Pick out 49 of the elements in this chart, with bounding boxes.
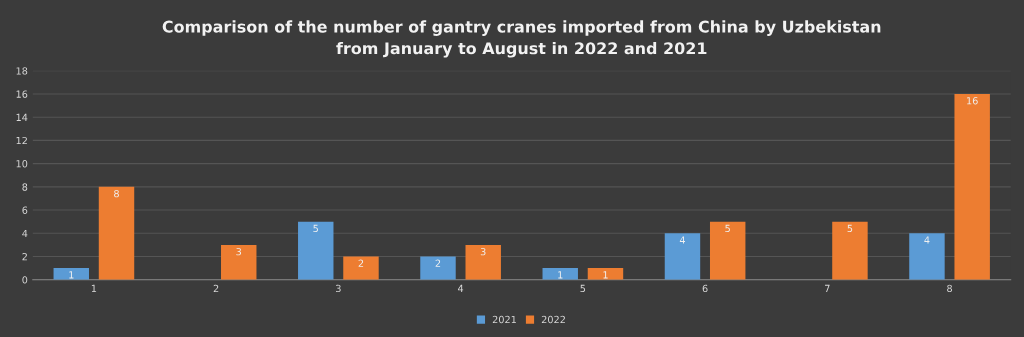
x-tick-label: 8 <box>947 284 952 293</box>
data-label: 4 <box>679 236 686 244</box>
y-tick-label: 2 <box>22 252 27 261</box>
y-tick-label: 16 <box>16 90 28 98</box>
bar <box>298 221 334 280</box>
x-tick-label: 5 <box>580 284 586 293</box>
data-label: 5 <box>313 224 318 233</box>
y-tick-label: 0 <box>22 276 28 284</box>
chart-title: Comparison of the number of gantry cranes imported from China by Uzbekistan from January to August in 2022 and 2021 <box>162 20 881 58</box>
bar <box>465 244 501 280</box>
x-tick-label: 1 <box>91 284 97 292</box>
y-tick-label: 10 <box>16 160 28 168</box>
bar <box>954 93 990 280</box>
data-label: 1 <box>69 271 74 279</box>
data-label: 2 <box>435 259 441 267</box>
data-label: 5 <box>847 224 853 233</box>
bar <box>53 268 89 280</box>
legend-label: 2021 <box>492 315 516 324</box>
data-label: 5 <box>725 224 730 233</box>
bar <box>420 256 456 280</box>
data-label: 3 <box>480 247 486 256</box>
data-label: 3 <box>236 247 242 256</box>
data-label: 1 <box>603 271 608 279</box>
x-tick-label: 4 <box>457 284 464 292</box>
data-label: 8 <box>114 189 119 198</box>
x-tick-label: 2 <box>213 284 219 292</box>
bar <box>832 221 868 280</box>
bar <box>909 233 945 280</box>
x-tick-label: 7 <box>825 284 830 292</box>
y-tick-label: 14 <box>16 113 28 121</box>
data-label: 4 <box>924 236 930 244</box>
y-tick-label: 18 <box>16 67 28 75</box>
data-label: 16 <box>967 97 978 105</box>
x-tick-label: 6 <box>702 284 708 293</box>
x-tick-label: 3 <box>336 284 341 293</box>
y-tick-label: 12 <box>16 136 27 145</box>
data-label: 2 <box>358 259 364 267</box>
bar <box>542 268 578 280</box>
data-label: 1 <box>558 271 563 279</box>
y-tick-label: 4 <box>22 229 28 237</box>
y-tick-label: 6 <box>22 206 28 214</box>
legend-label: 2022 <box>541 315 565 324</box>
bar <box>98 186 135 280</box>
bar <box>343 256 379 280</box>
bar <box>587 268 624 280</box>
bar <box>221 244 257 280</box>
y-tick-label: 8 <box>22 183 28 191</box>
bar <box>709 221 746 280</box>
bar <box>664 233 701 280</box>
